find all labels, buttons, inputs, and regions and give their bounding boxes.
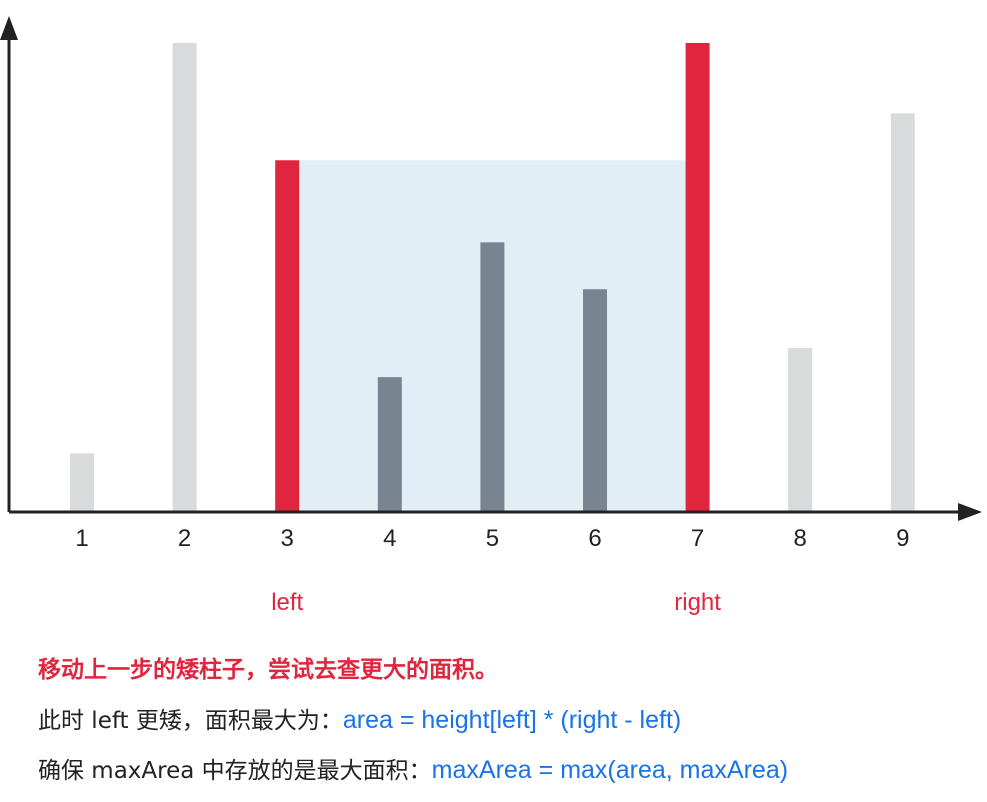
x-tick-label-1: 1 — [75, 525, 88, 552]
left-pointer-label: left — [271, 589, 303, 616]
x-tick-label-6: 6 — [588, 525, 601, 552]
caption-maxarea-line: 确保 maxArea 中存放的是最大面积：maxArea = max(area,… — [38, 751, 788, 785]
bar-5 — [480, 242, 505, 512]
y-axis-arrow-icon — [0, 16, 18, 40]
maxarea-formula: maxArea = max(area, maxArea) — [431, 756, 789, 784]
caption-maxarea-text: 确保 maxArea 中存放的是最大面积： — [38, 758, 432, 784]
x-tick-label-3: 3 — [281, 525, 294, 552]
container-chart: 1 2 3 4 5 6 7 8 9 left right — [0, 16, 982, 616]
bar-3 — [275, 160, 300, 512]
caption-title: 移动上一步的矮柱子，尝试去查更大的面积。 — [38, 657, 498, 683]
caption-area-line: 此时 left 更矮，面积最大为：area = height[left] * (… — [38, 701, 681, 735]
x-tick-label-4: 4 — [383, 525, 396, 552]
bar-9 — [890, 113, 915, 512]
bar-7 — [685, 43, 710, 512]
bar-6 — [583, 289, 607, 512]
bar-1 — [70, 453, 94, 512]
area-formula: area = height[left] * (right - left) — [342, 706, 682, 734]
x-tick-label-8: 8 — [794, 525, 807, 552]
bar-8 — [788, 347, 813, 512]
x-tick-label-2: 2 — [178, 525, 191, 552]
caption-area-text: 此时 left 更矮，面积最大为： — [38, 708, 343, 734]
bar-4 — [377, 377, 402, 512]
x-axis-arrow-icon — [958, 503, 982, 521]
bar-2 — [172, 43, 197, 512]
right-pointer-label: right — [674, 589, 721, 616]
x-tick-label-7: 7 — [691, 525, 704, 552]
x-tick-label-9: 9 — [896, 525, 909, 552]
x-tick-label-5: 5 — [486, 525, 499, 552]
